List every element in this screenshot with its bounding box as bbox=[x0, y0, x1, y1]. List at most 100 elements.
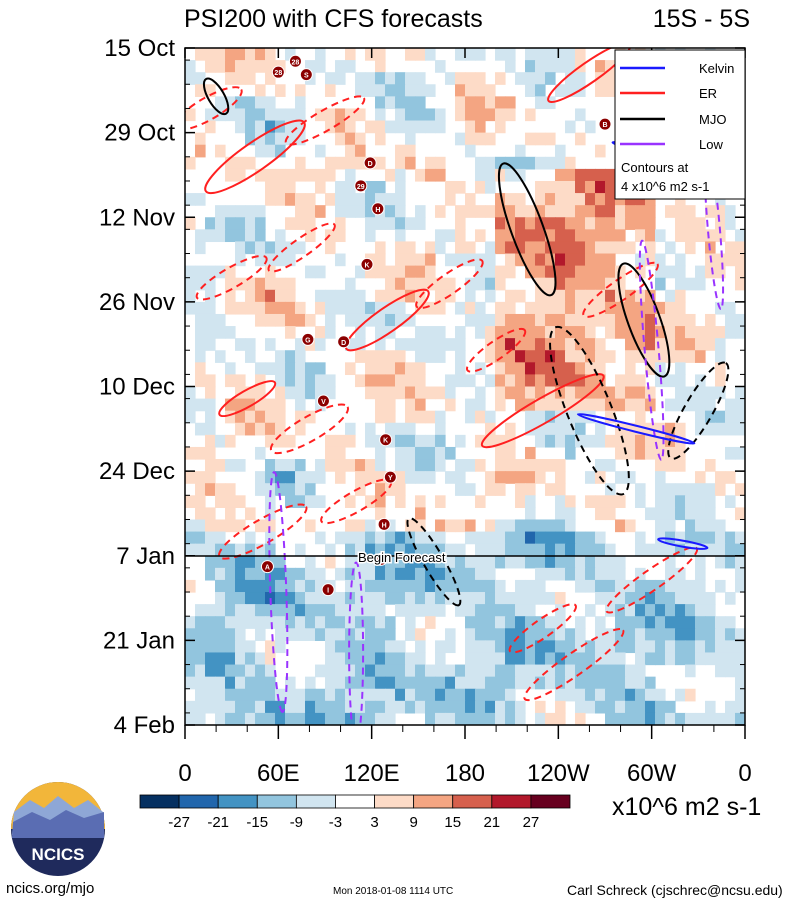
shade-cell bbox=[585, 301, 596, 315]
shade-cell bbox=[655, 543, 666, 557]
shade-cell bbox=[495, 72, 506, 85]
shade-cell bbox=[255, 700, 266, 714]
shade-cell bbox=[195, 193, 206, 206]
shade-cell bbox=[405, 700, 416, 714]
shade-cell bbox=[525, 459, 536, 472]
shade-cell bbox=[665, 205, 676, 218]
shade-cell bbox=[315, 628, 326, 641]
shade-cell bbox=[495, 313, 506, 327]
shade-cell bbox=[685, 398, 696, 412]
shade-cell bbox=[465, 96, 476, 110]
storm-marker: K bbox=[379, 433, 393, 447]
shade-cell bbox=[685, 579, 696, 593]
shade-cell bbox=[225, 507, 236, 521]
shade-cell bbox=[315, 471, 326, 484]
shade-cell bbox=[505, 543, 516, 557]
colorbar-swatch bbox=[374, 794, 415, 809]
shade-cell bbox=[415, 277, 426, 291]
shade-cell bbox=[565, 640, 576, 654]
storm-label: 28 bbox=[274, 70, 282, 77]
shade-cell bbox=[225, 616, 236, 629]
shade-cell bbox=[205, 483, 216, 496]
shade-cell bbox=[375, 446, 386, 460]
shade-cell bbox=[275, 374, 286, 388]
shade-cell bbox=[305, 604, 316, 617]
shade-cell bbox=[475, 700, 486, 714]
shade-cell bbox=[215, 676, 226, 690]
shade-cell bbox=[475, 604, 486, 617]
shade-cell bbox=[655, 471, 666, 484]
shade-cell bbox=[375, 712, 386, 725]
storm-label: D bbox=[341, 340, 346, 347]
shade-cell bbox=[475, 108, 486, 122]
shade-cell bbox=[575, 543, 586, 557]
shade-cell bbox=[595, 60, 606, 73]
shade-cell bbox=[495, 604, 506, 617]
shade-cell bbox=[195, 144, 206, 158]
shade-cell bbox=[485, 688, 496, 702]
shade-cell bbox=[555, 265, 566, 279]
shade-cell bbox=[235, 108, 246, 122]
shade-cell bbox=[285, 471, 296, 484]
shade-cell bbox=[595, 350, 606, 363]
shade-cell bbox=[205, 543, 216, 557]
shade-cell bbox=[585, 265, 596, 279]
shade-cell bbox=[225, 604, 236, 617]
shade-cell bbox=[495, 543, 506, 557]
shade-cell bbox=[595, 434, 606, 448]
shade-cell bbox=[565, 180, 576, 194]
shade-cell bbox=[675, 495, 686, 508]
shade-cell bbox=[375, 193, 386, 206]
shade-cell bbox=[355, 471, 366, 484]
shade-cell bbox=[355, 374, 366, 388]
shade-cell bbox=[575, 180, 586, 194]
shade-cell bbox=[355, 338, 366, 351]
shade-cell bbox=[605, 410, 616, 424]
shade-cell bbox=[565, 60, 576, 73]
shade-cell bbox=[495, 350, 506, 363]
shade-cell bbox=[195, 326, 206, 339]
shade-cell bbox=[575, 688, 586, 702]
shade-cell bbox=[475, 205, 486, 218]
shade-cell bbox=[545, 459, 556, 472]
shade-cell bbox=[405, 459, 416, 472]
shade-cell bbox=[575, 555, 586, 569]
shade-cell bbox=[295, 688, 306, 702]
shade-cell bbox=[325, 616, 336, 629]
shade-cell bbox=[285, 592, 296, 605]
shade-cell bbox=[535, 277, 546, 291]
shade-cell bbox=[605, 652, 616, 666]
shade-cell bbox=[535, 326, 546, 339]
shade-cell bbox=[285, 628, 296, 641]
shade-cell bbox=[375, 567, 386, 581]
shade-cell bbox=[735, 241, 745, 255]
shade-cell bbox=[525, 616, 536, 629]
shade-cell bbox=[355, 616, 366, 629]
shade-cell bbox=[725, 205, 736, 218]
shade-cell bbox=[575, 72, 586, 85]
shade-cell bbox=[525, 446, 536, 460]
shade-cell bbox=[605, 459, 616, 472]
shade-cell bbox=[505, 350, 516, 363]
shade-cell bbox=[335, 652, 346, 666]
shade-cell bbox=[555, 495, 566, 508]
shade-cell bbox=[315, 48, 326, 61]
shade-cell bbox=[495, 519, 506, 533]
shade-cell bbox=[435, 446, 446, 460]
shade-cell bbox=[665, 700, 676, 714]
shade-cell bbox=[465, 459, 476, 472]
shade-cell bbox=[695, 616, 706, 629]
shade-cell bbox=[225, 459, 236, 472]
shade-cell bbox=[195, 652, 206, 666]
shade-cell bbox=[615, 664, 626, 678]
shade-cell bbox=[735, 676, 745, 690]
shade-cell bbox=[635, 495, 646, 508]
shade-cell bbox=[485, 579, 496, 593]
shade-cell bbox=[725, 301, 736, 315]
site-url[interactable]: ncics.org/mjo bbox=[6, 880, 95, 897]
shade-cell bbox=[465, 712, 476, 725]
colorbar-tick-label: -15 bbox=[246, 814, 268, 831]
shade-cell bbox=[345, 543, 356, 557]
y-tick-label: 29 Oct bbox=[104, 120, 175, 147]
shade-cell bbox=[495, 301, 506, 315]
